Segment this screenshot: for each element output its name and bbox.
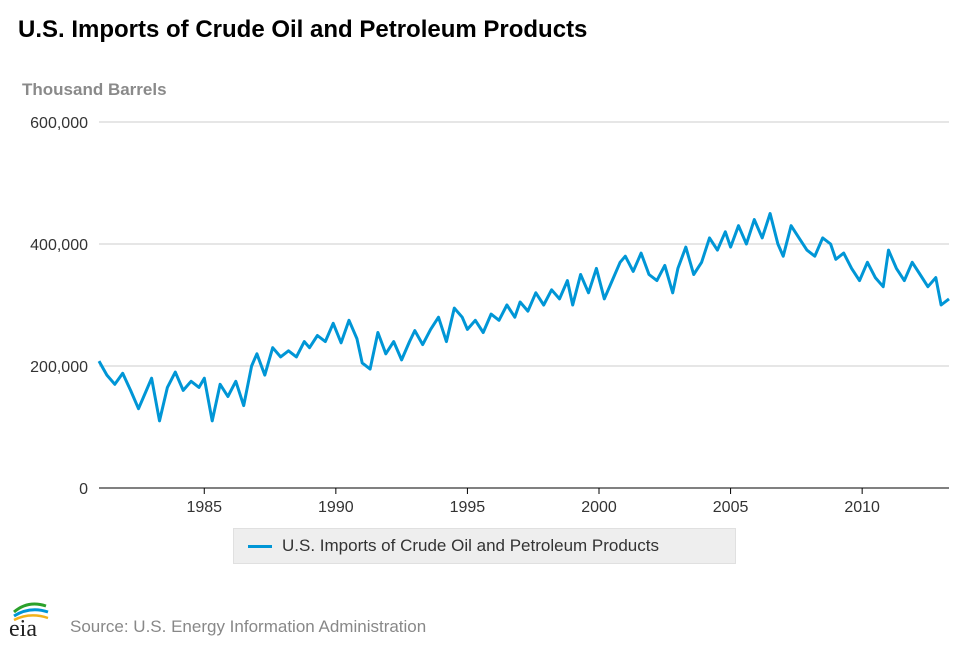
legend[interactable]: U.S. Imports of Crude Oil and Petroleum … bbox=[233, 528, 736, 564]
y-tick-label: 200,000 bbox=[30, 359, 88, 376]
eia-logo: eia bbox=[9, 602, 49, 640]
x-tick-label: 2000 bbox=[581, 499, 617, 516]
chart-title: U.S. Imports of Crude Oil and Petroleum … bbox=[18, 16, 588, 43]
x-tick-label: 1985 bbox=[186, 499, 222, 516]
x-tick-label: 1990 bbox=[318, 499, 354, 516]
x-tick-label: 1995 bbox=[450, 499, 486, 516]
x-tick-labels: 1985 1990 1995 2000 2005 2010 bbox=[186, 488, 880, 516]
x-tick-label: 2005 bbox=[713, 499, 749, 516]
chart-area: 0 200,000 400,000 600,000 1985 1990 1995 2000 2… bbox=[30, 115, 950, 516]
legend-label: U.S. Imports of Crude Oil and Petroleum … bbox=[282, 536, 659, 555]
y-axis-label: Thousand Barrels bbox=[22, 80, 167, 99]
x-tick-label: 2010 bbox=[844, 499, 880, 516]
y-tick-label: 400,000 bbox=[30, 237, 88, 254]
series-line bbox=[97, 212, 950, 423]
y-tick-label: 600,000 bbox=[30, 115, 88, 132]
y-tick-label: 0 bbox=[79, 481, 88, 498]
source-note: Source: U.S. Energy Information Administ… bbox=[70, 617, 427, 636]
legend-swatch bbox=[248, 544, 272, 548]
eia-logo-text: eia bbox=[9, 616, 37, 640]
y-tick-labels: 0 200,000 400,000 600,000 bbox=[30, 115, 88, 498]
grid-lines bbox=[99, 121, 949, 367]
